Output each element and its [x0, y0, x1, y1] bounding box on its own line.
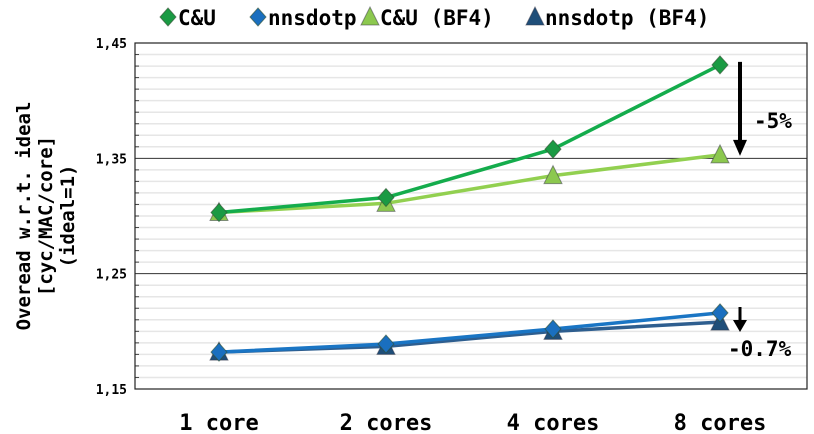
data-point-1-3 [711, 303, 729, 323]
legend-label-3: nnsdotp (BF4) [545, 6, 709, 30]
arrow-head-5pct [733, 139, 747, 156]
data-point-1-0 [210, 342, 228, 362]
series-line-2 [218, 153, 721, 215]
legend-marker-2 [360, 5, 380, 26]
y-tick-label: 1,15 [96, 383, 127, 398]
data-point-1-1 [377, 334, 395, 354]
data-point-0-1 [377, 187, 395, 208]
legend-label-0: C&U [178, 6, 216, 30]
series-line-0 [218, 63, 721, 215]
data-point-0-2 [544, 139, 562, 159]
y-axis-label: Overead w.r.t. ideal [cyc/MAC/core] (ideal… [13, 102, 79, 331]
legend-marker-0 [159, 7, 177, 27]
y-axis-label-line: (ideal=1) [57, 165, 79, 268]
legend-marker-1 [249, 7, 267, 27]
annotation-07pct: -0.7% [728, 337, 792, 361]
legend-marker-3 [525, 5, 545, 26]
y-axis-label-line: [cyc/MAC/core] [35, 136, 57, 296]
plot-border [134, 42, 808, 390]
arrow-head-07pct [733, 320, 747, 332]
y-tick-label: 1,45 [96, 37, 127, 52]
legend-label-2: C&U (BF4) [380, 6, 494, 30]
data-point-0-3 [711, 55, 729, 75]
x-tick-label: 8 cores [674, 411, 767, 434]
y-axis-label-line: Overead w.r.t. ideal [13, 102, 35, 331]
data-point-2-3 [710, 143, 730, 164]
legend-label-1: nnsdotp [268, 6, 357, 30]
x-tick-label: 2 cores [340, 411, 433, 434]
data-point-1-2 [544, 319, 562, 339]
data-point-0-0 [210, 202, 228, 223]
annotation-5pct: -5% [754, 109, 792, 133]
series-line-1 [218, 311, 721, 354]
x-tick-label: 1 core [179, 411, 258, 434]
y-tick-label: 1,35 [96, 152, 127, 167]
x-tick-label: 4 cores [507, 411, 600, 434]
data-point-2-2 [543, 164, 563, 185]
y-tick-label: 1,25 [96, 268, 127, 283]
